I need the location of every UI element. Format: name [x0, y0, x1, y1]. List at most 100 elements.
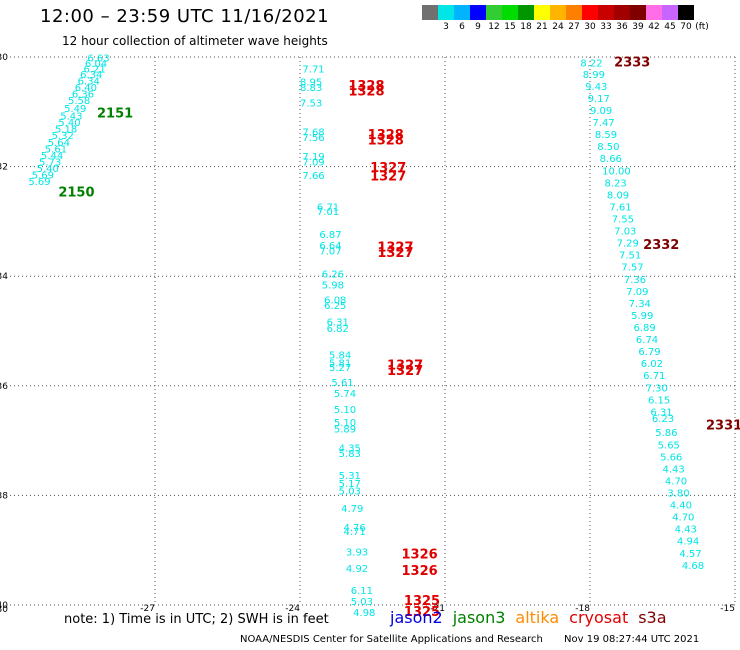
data-label: 5.65	[658, 440, 680, 451]
footer-timestamp: Nov 19 08:27:44 UTC 2021	[564, 634, 700, 645]
color-scale-label: 33	[600, 22, 612, 32]
data-label: 4.70	[672, 513, 694, 524]
data-label: 6.26	[322, 269, 344, 280]
color-scale-swatch	[614, 5, 630, 20]
data-label: 8.83	[300, 83, 322, 94]
legend-item-altika: altika	[515, 608, 560, 627]
color-scale-label: 21	[536, 22, 548, 32]
color-scale-label: 12	[488, 22, 500, 32]
data-label: 7.66	[302, 171, 324, 182]
color-scale-swatch	[678, 5, 694, 20]
data-label: 5.98	[322, 280, 344, 291]
data-label: 7.07	[319, 246, 341, 257]
data-label: 5.58	[68, 96, 90, 107]
time-annotation: 1327	[370, 161, 406, 176]
data-label: 4.94	[677, 537, 699, 548]
color-scale-swatch	[422, 5, 438, 20]
color-scale-swatch	[566, 5, 582, 20]
time-annotation: 1328	[348, 84, 384, 99]
time-annotation: 2150	[58, 186, 94, 201]
data-label: 5.81	[329, 359, 351, 370]
color-scale-swatch	[454, 5, 470, 20]
time-annotation: 1326	[402, 547, 438, 562]
data-label: 7.34	[629, 299, 651, 310]
x-tick-label: -24	[285, 604, 300, 614]
data-label: 5.49	[64, 104, 86, 115]
color-scale-swatch	[470, 5, 486, 20]
data-label: 5.03	[351, 597, 373, 608]
color-scale-label: 45	[664, 22, 676, 32]
y-tick-label: -32	[0, 163, 8, 173]
data-label: 5.99	[631, 311, 653, 322]
color-scale-labels: 3 6 9 12 15 18 21 24 27 30 33 36 39 42 45 70 (ft)	[422, 22, 710, 32]
legend-item-s3a: s3a	[638, 608, 667, 627]
legend-item-jason3: jason3	[452, 608, 506, 627]
data-label: 6.34	[78, 76, 100, 87]
color-scale-label: 18	[520, 22, 532, 32]
data-label: 8.09	[607, 190, 629, 201]
data-label: 7.55	[612, 214, 634, 225]
data-label: 6.40	[75, 83, 97, 94]
color-scale	[422, 5, 694, 20]
data-label: 7.30	[646, 383, 668, 394]
data-label: 3.93	[346, 548, 368, 559]
y-tick-label: -36	[0, 382, 8, 392]
data-label: 7.71	[302, 64, 324, 75]
time-annotation: 1327	[387, 364, 423, 379]
data-label: 5.69	[28, 177, 50, 188]
data-label: 4.35	[339, 444, 361, 455]
data-label: 6.04	[85, 59, 107, 70]
data-label: 5.73	[39, 158, 61, 169]
data-label: 5.32	[52, 131, 74, 142]
data-label: 5.69	[32, 171, 54, 182]
satellite-legend: jason2 jason3 altika cryosat s3a	[390, 608, 677, 627]
data-label: 7.53	[300, 98, 322, 109]
color-scale-label: 30	[584, 22, 596, 32]
x-tick-label: -21	[430, 604, 445, 614]
data-label: 6.08	[324, 296, 346, 307]
data-label: 5.84	[329, 350, 351, 361]
time-annotation: 2331	[706, 419, 740, 434]
data-label: 6.79	[638, 347, 660, 358]
data-label: 7.01	[317, 207, 339, 218]
color-scale-swatch	[662, 5, 678, 20]
data-label: 5.17	[339, 479, 361, 490]
data-label: 8.23	[605, 178, 627, 189]
data-label: 8.22	[580, 58, 602, 69]
data-label: 8.50	[597, 142, 619, 153]
time-annotation: 1328	[368, 134, 404, 149]
data-label: 7.57	[621, 263, 643, 274]
data-label: 4.92	[346, 564, 368, 575]
data-label: 6.15	[648, 395, 670, 406]
data-label: 9.09	[590, 106, 612, 117]
data-label: 7.56	[302, 133, 324, 144]
data-label: 5.86	[655, 428, 677, 439]
data-label: 9.17	[588, 94, 610, 105]
data-label: 7.03	[614, 227, 636, 238]
data-label: 5.66	[660, 452, 682, 463]
data-label: 8.59	[595, 130, 617, 141]
color-scale-label: 24	[552, 22, 564, 32]
data-label: 4.40	[670, 501, 692, 512]
time-annotation: 1325	[404, 594, 440, 609]
color-scale-label: 70	[680, 22, 692, 32]
color-scale-label: 27	[568, 22, 580, 32]
data-label: 7.51	[619, 251, 641, 262]
data-label: 6.63	[87, 53, 109, 64]
data-label: 6.02	[641, 359, 663, 370]
data-label: 8.95	[300, 77, 322, 88]
time-annotation: 1326	[402, 564, 438, 579]
data-label: 5.43	[60, 111, 82, 122]
data-label: 6.71	[317, 202, 339, 213]
footer-credit: NOAA/NESDIS Center for Satellite Applica…	[240, 634, 543, 645]
data-label: 10.00	[602, 166, 631, 177]
color-scale-label: 6	[459, 22, 465, 32]
data-label: 5.10	[334, 405, 356, 416]
time-annotation: 1327	[387, 358, 423, 373]
time-annotation: 1328	[368, 128, 404, 143]
data-label: 6.34	[80, 70, 102, 81]
data-label: 7.09	[626, 287, 648, 298]
data-label: 5.83	[339, 449, 361, 460]
data-label: 7.29	[617, 239, 639, 250]
data-label: 6.71	[643, 371, 665, 382]
